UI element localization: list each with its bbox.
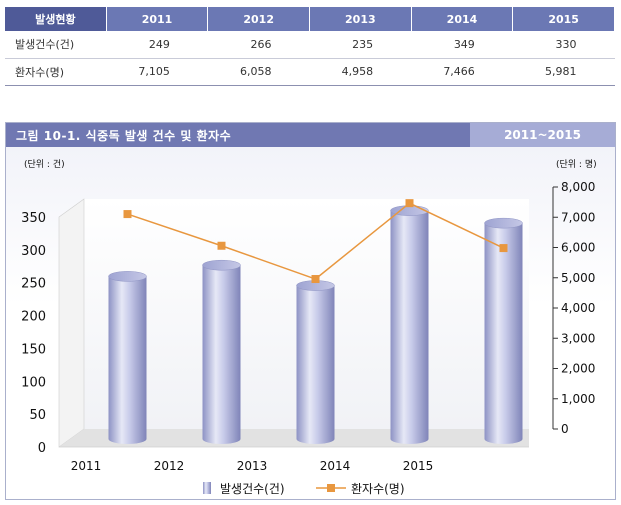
- legend-bar-swatch: [203, 482, 211, 494]
- x-axis-tick-label: 2012: [154, 459, 185, 473]
- right-axis-tick-label: 8,000: [561, 180, 595, 194]
- table-year-header: 2015: [512, 7, 615, 31]
- row-label: 환자수(명): [5, 58, 107, 86]
- bar-cylinder-top: [108, 271, 147, 282]
- line-marker: [217, 241, 226, 250]
- left-axis-unit-label: (단위 : 건): [24, 159, 65, 170]
- table-cell: 330: [512, 31, 615, 59]
- right-axis-tick-label: 7,000: [561, 210, 595, 224]
- bar-cylinder-top: [202, 259, 241, 271]
- line-marker: [499, 244, 508, 253]
- bar-cylinder-top: [484, 217, 523, 229]
- right-axis-tick-label: 3,000: [561, 331, 595, 345]
- left-axis-tick-label: 50: [29, 408, 46, 423]
- bar-cylinder: [202, 265, 241, 444]
- bar-cylinder: [484, 223, 523, 444]
- table-cell: 235: [309, 31, 412, 59]
- line-marker: [123, 210, 132, 219]
- table-cell: 249: [106, 31, 208, 59]
- left-axis-tick-label: 200: [21, 310, 46, 325]
- bar-cylinder: [296, 285, 335, 444]
- bar-cylinder: [108, 276, 147, 444]
- table-cell: 7,105: [106, 58, 208, 86]
- figure-period: 2011~2015: [470, 123, 615, 147]
- right-axis-tick-label: 6,000: [561, 241, 595, 255]
- x-axis-tick-label: 2013: [237, 459, 268, 473]
- left-axis-tick-label: 150: [21, 342, 46, 357]
- table-cell: 349: [411, 31, 513, 59]
- x-axis-tick-label: 2014: [320, 459, 351, 473]
- table-row: 환자수(명) 7,105 6,058 4,958 7,466 5,981: [5, 58, 615, 86]
- table-cell: 266: [207, 31, 310, 59]
- left-axis-tick-label: 0: [38, 441, 46, 456]
- line-marker: [311, 275, 320, 284]
- row-label: 발생건수(건): [5, 31, 107, 59]
- table-corner-header: 발생현황: [5, 7, 107, 31]
- table-header-row: 발생현황 2011 2012 2013 2014 2015: [5, 7, 615, 31]
- table-cell: 6,058: [207, 58, 310, 86]
- table-year-header: 2014: [411, 7, 514, 31]
- right-axis-tick-label: 4,000: [561, 301, 595, 315]
- bar-cylinder: [390, 210, 429, 444]
- right-axis-tick-label: 1,000: [561, 392, 595, 406]
- legend-bar-label: 발생건수(건): [220, 482, 285, 496]
- data-table: 발생현황 2011 2012 2013 2014 2015 발생건수(건) 24…: [5, 7, 615, 86]
- table-cell: 5,981: [512, 58, 615, 86]
- x-axis-tick-label: 2011: [71, 459, 102, 473]
- table-cell: 7,466: [411, 58, 513, 86]
- figure-title: 그림 10-1. 식중독 발생 건수 및 환자수: [16, 129, 232, 143]
- right-axis-tick-label: 2,000: [561, 362, 595, 376]
- right-axis-unit-label: (단위 : 명): [556, 159, 597, 170]
- legend-line-marker: [327, 484, 335, 492]
- chart-side-wall: [58, 198, 85, 448]
- table-cell: 4,958: [309, 58, 412, 86]
- figure-header: 그림 10-1. 식중독 발생 건수 및 환자수 2011~2015: [6, 123, 615, 147]
- left-axis-tick-label: 350: [21, 211, 46, 226]
- right-axis-tick-label: 5,000: [561, 271, 595, 285]
- table-year-header: 2011: [106, 7, 209, 31]
- figure-frame: 그림 10-1. 식중독 발생 건수 및 환자수 2011~2015 0 50 10…: [5, 122, 616, 500]
- left-axis-tick-label: 300: [21, 244, 46, 259]
- right-axis-tick-label: 0: [561, 422, 569, 436]
- left-axis-tick-label: 100: [21, 375, 46, 390]
- combo-chart: 0 50 100 150 200 250 300 350 (단위 : 건) 0 1,000 2,000…: [21, 159, 597, 496]
- legend-line-label: 환자수(명): [351, 482, 405, 496]
- left-axis-tick-label: 250: [21, 277, 46, 292]
- x-axis-tick-label: 2015: [403, 459, 434, 473]
- table-year-header: 2012: [207, 7, 310, 31]
- table-row: 발생건수(건) 249 266 235 349 330: [5, 31, 615, 59]
- chart-area: 0 50 100 150 200 250 300 350 (단위 : 건) 0 1,000 2,000…: [6, 147, 615, 499]
- line-marker: [405, 199, 414, 208]
- table-year-header: 2013: [309, 7, 412, 31]
